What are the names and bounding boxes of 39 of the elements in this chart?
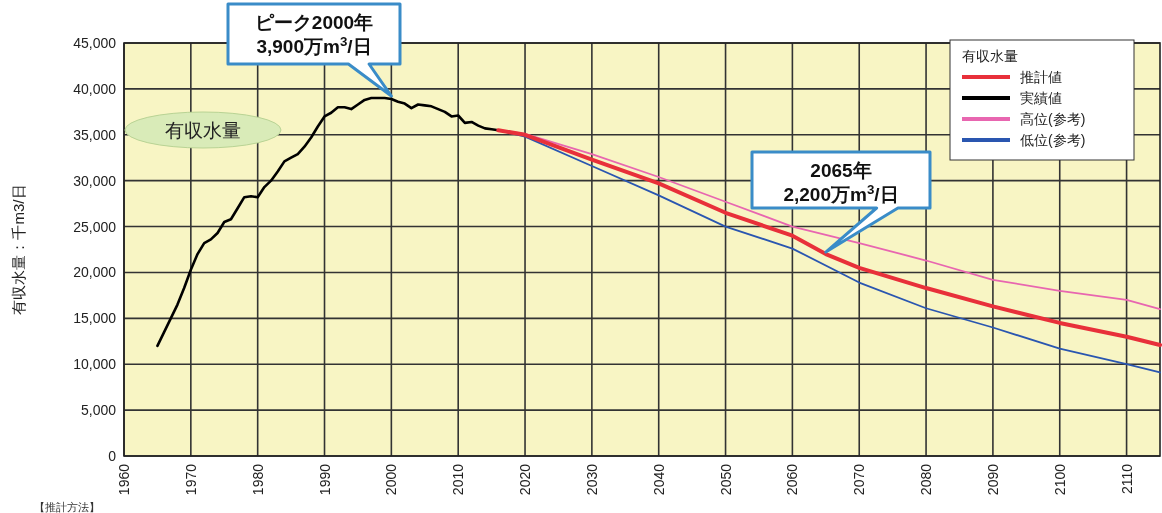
y-tick-label: 20,000: [73, 264, 117, 281]
x-tick-label: 2110: [1118, 463, 1135, 495]
y-tick-label: 30,000: [73, 172, 117, 189]
y-tick-label: 5,000: [80, 402, 117, 419]
x-tick-label: 1960: [116, 463, 132, 496]
y-tick-label: 0: [108, 448, 117, 464]
text: 【推計方法】: [34, 501, 100, 513]
legend-label: 高位(参考): [1020, 111, 1086, 127]
x-tick-label: 2050: [717, 463, 734, 496]
annotation: ピーク2000年 3,900万m$^{3}$/日: [254, 12, 374, 57]
x-tick-label: 2080: [918, 463, 935, 496]
label-pill: 有収水量: [124, 111, 282, 149]
x-tick-label: 1970: [182, 463, 199, 496]
annotation: 2065年 2,200万m$^{3}$/日: [783, 160, 899, 205]
x-tick-label: 2100: [1051, 463, 1068, 496]
y-tick-label: 25,000: [73, 218, 117, 235]
x-tick-label: 2040: [650, 463, 667, 496]
y-tick-label: 10,000: [73, 356, 117, 373]
y-tick-label: 40,000: [73, 80, 117, 97]
x-tick-label: 2070: [851, 463, 868, 496]
legend-title: 有収水量: [962, 48, 1018, 64]
x-tick-label: 2090: [984, 463, 1001, 496]
callout: ピーク2000年 3,900万m$^{3}$/日: [226, 2, 402, 98]
x-tick-label: 2010: [450, 463, 467, 496]
x-tick-label: 2000: [383, 463, 400, 496]
legend-label: 推計値: [1020, 69, 1062, 85]
annotation: 有収水量: [165, 120, 241, 141]
x-tick-label: 2030: [583, 463, 600, 496]
y-tick-label: 45,000: [73, 35, 117, 51]
x-tick-label: 2060: [784, 463, 801, 496]
x-tick-label: 1980: [249, 463, 266, 496]
callout: 2065年 2,200万m$^{3}$/日: [750, 150, 932, 254]
y-tick-label: 15,000: [73, 310, 117, 327]
y-tick-label: 35,000: [73, 126, 117, 143]
x-tick-label: 2020: [517, 463, 534, 496]
legend-label: 実績値: [1020, 90, 1062, 106]
x-tick-label: 1990: [316, 463, 333, 496]
legend-label: 低位(参考): [1020, 132, 1086, 148]
y-axis-title: 有収水量：千m3/日: [10, 184, 27, 315]
